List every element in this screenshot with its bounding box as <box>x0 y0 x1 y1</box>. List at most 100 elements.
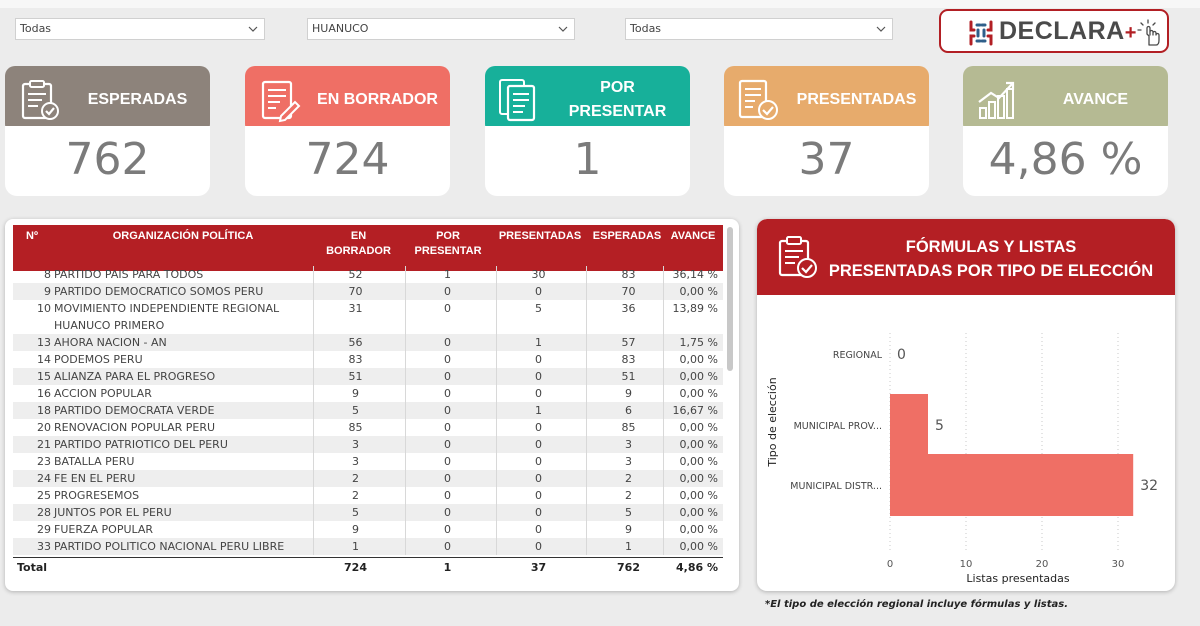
cell-no: 21 <box>37 438 51 451</box>
card-en-borrador: EN BORRADOR 724 <box>245 66 450 196</box>
table-row[interactable]: 21 PARTIDO PATRIOTICO DEL PERU 3 0 0 3 0,00 % <box>13 436 723 453</box>
bar <box>890 454 1134 516</box>
cell-org: RENOVACION POPULAR PERU <box>54 421 216 434</box>
cell-avance: 13,89 % <box>672 302 718 315</box>
chart-title-line1: FÓRMULAS Y LISTAS <box>905 238 1077 256</box>
column-divider <box>313 385 314 402</box>
table-scrollbar[interactable] <box>727 227 733 371</box>
cell-org: PARTIDO POLITICO NACIONAL PERU LIBRE <box>54 540 285 553</box>
column-divider <box>496 436 497 453</box>
column-divider <box>663 402 664 419</box>
cell-no: 9 <box>44 285 51 298</box>
cell-no: 10 <box>37 302 51 315</box>
table-row[interactable]: 28 JUNTOS POR EL PERU 5 0 0 5 0,00 % <box>13 504 723 521</box>
header-org[interactable]: ORGANIZACIÓN POLÍTICA <box>112 230 254 242</box>
total-label: Total <box>17 561 48 574</box>
cell-org: PODEMOS PERU <box>54 353 143 366</box>
cell-presentadas: 0 <box>535 353 542 366</box>
card-header: PRESENTADAS <box>724 66 929 134</box>
card-body: 1 <box>485 126 690 196</box>
column-divider <box>496 266 497 283</box>
column-divider <box>313 300 314 334</box>
column-divider <box>313 419 314 436</box>
header-esperadas[interactable]: ESPERADAS <box>592 230 662 242</box>
cell-no: 14 <box>37 353 51 366</box>
table-row[interactable]: 33 PARTIDO POLITICO NACIONAL PERU LIBRE 1 0… <box>13 538 723 555</box>
column-divider <box>586 385 587 402</box>
cell-esperadas: 1 <box>625 540 632 553</box>
header-presentadas[interactable]: PRESENTADAS <box>498 230 582 242</box>
declara-logo-button[interactable]: DECLARA+ <box>939 9 1169 53</box>
y-category-label: MUNICIPAL PROV... <box>794 421 882 432</box>
cell-esperadas: 51 <box>621 370 636 383</box>
column-divider <box>496 300 497 334</box>
cell-org: ALIANZA PARA EL PROGRESO <box>54 370 216 383</box>
cell-por-presentar: 1 <box>444 268 451 281</box>
filter-dropdown-2[interactable]: HUANUCO <box>307 18 575 40</box>
y-category-label: MUNICIPAL DISTR... <box>790 481 882 492</box>
footnote: *El tipo de elección regional incluye fó… <box>765 599 1068 610</box>
column-divider <box>663 334 664 351</box>
column-divider <box>586 504 587 521</box>
cell-borrador: 2 <box>352 489 359 502</box>
column-divider <box>586 334 587 351</box>
cell-borrador: 5 <box>352 404 359 417</box>
table-row[interactable]: 13 AHORA NACION - AN 56 0 1 57 1,75 % <box>13 334 723 351</box>
header-por-presentar[interactable]: POR PRESENTAR <box>414 230 482 257</box>
card-presentadas: PRESENTADAS 37 <box>724 66 929 196</box>
card-header: EN BORRADOR <box>245 66 450 134</box>
table-row[interactable]: 25 PROGRESEMOS 2 0 0 2 0,00 % <box>13 487 723 504</box>
column-divider <box>313 351 314 368</box>
cell-avance: 16,67 % <box>672 404 718 417</box>
table-row[interactable]: 10 MOVIMIENTO INDEPENDIENTE REGIONAL 31 0 5 3… <box>13 300 723 334</box>
cell-esperadas: 83 <box>621 353 636 366</box>
filter-1-value: Todas <box>20 22 52 35</box>
card-body: 4,86 % <box>963 126 1168 196</box>
table-row[interactable]: 18 PARTIDO DEMOCRATA VERDE 5 0 1 6 16,67 % <box>13 402 723 419</box>
column-divider <box>586 453 587 470</box>
table-row[interactable]: 23 BATALLA PERU 3 0 0 3 0,00 % <box>13 453 723 470</box>
column-divider <box>313 436 314 453</box>
document-check-icon <box>738 79 778 120</box>
column-divider <box>663 368 664 385</box>
filter-dropdown-3[interactable]: Todas <box>625 18 893 40</box>
cell-avance: 0,00 % <box>679 455 718 468</box>
cell-no: 18 <box>37 404 51 417</box>
header-no[interactable]: Nº <box>26 230 38 242</box>
cell-presentadas: 0 <box>535 523 542 536</box>
x-tick-label: 30 <box>1112 559 1125 570</box>
table-row[interactable]: 24 FE EN EL PERU 2 0 0 2 0,00 % <box>13 470 723 487</box>
chevron-down-icon <box>558 26 568 32</box>
card-avance: AVANCE 4,86 % <box>963 66 1168 196</box>
table-row[interactable]: 9 PARTIDO DEMOCRATICO SOMOS PERU 70 0 0 70 0,0… <box>13 283 723 300</box>
filter-dropdown-1[interactable]: Todas <box>15 18 265 40</box>
header-borrador[interactable]: EN BORRADOR <box>326 230 391 257</box>
header-avance[interactable]: AVANCE <box>670 230 716 242</box>
cell-no: 16 <box>37 387 51 400</box>
column-divider <box>313 334 314 351</box>
table-row[interactable]: 16 ACCION POPULAR 9 0 0 9 0,00 % <box>13 385 723 402</box>
column-divider <box>313 368 314 385</box>
cell-esperadas: 57 <box>621 336 636 349</box>
card-value: 4,86 % <box>988 134 1143 185</box>
table-row[interactable]: 14 PODEMOS PERU 83 0 0 83 0,00 % <box>13 351 723 368</box>
document-pencil-icon <box>261 80 301 123</box>
total-por-presentar: 1 <box>443 561 452 574</box>
total-borrador: 724 <box>344 561 367 574</box>
table-row[interactable]: 20 RENOVACION POPULAR PERU 85 0 0 85 0,00 % <box>13 419 723 436</box>
card-header: POR PRESENTAR <box>485 66 690 134</box>
cell-esperadas: 9 <box>625 523 632 536</box>
table-row[interactable]: 15 ALIANZA PARA EL PROGRESO 51 0 0 51 0,00 % <box>13 368 723 385</box>
card-value: 1 <box>573 134 602 185</box>
cell-borrador: 1 <box>352 540 359 553</box>
cell-avance: 0,00 % <box>679 523 718 536</box>
column-divider <box>313 538 314 555</box>
column-divider <box>586 368 587 385</box>
table-row[interactable]: 29 FUERZA POPULAR 9 0 0 9 0,00 % <box>13 521 723 538</box>
table-row[interactable]: 8 PARTIDO PAIS PARA TODOS 52 1 30 83 36,14 % <box>13 266 723 283</box>
column-divider <box>586 351 587 368</box>
chevron-down-icon <box>876 26 886 32</box>
cell-borrador: 51 <box>348 370 363 383</box>
cell-org: PARTIDO DEMOCRATA VERDE <box>54 404 215 417</box>
cell-por-presentar: 0 <box>444 523 451 536</box>
